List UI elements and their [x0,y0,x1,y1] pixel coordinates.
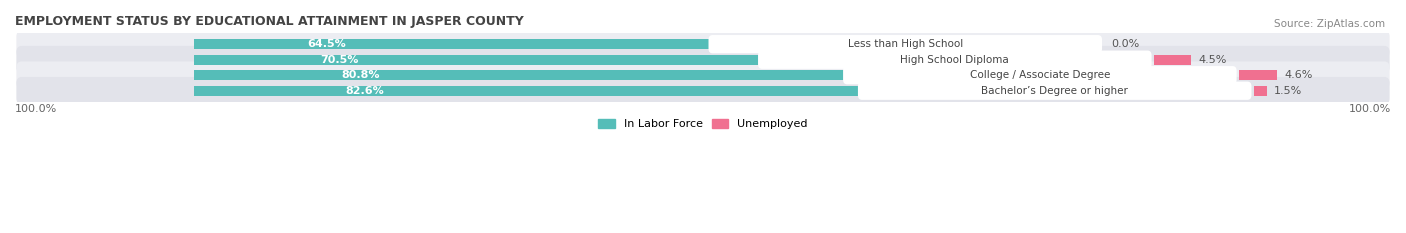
Text: 4.5%: 4.5% [1198,55,1226,65]
Bar [194,55,776,65]
FancyBboxPatch shape [17,62,1389,89]
Bar [1254,86,1267,96]
Text: Source: ZipAtlas.com: Source: ZipAtlas.com [1274,19,1385,29]
Legend: In Labor Force, Unemployed: In Labor Force, Unemployed [593,114,813,134]
Text: 64.5%: 64.5% [308,39,346,49]
FancyBboxPatch shape [17,46,1389,73]
FancyBboxPatch shape [17,77,1389,105]
Text: 100.0%: 100.0% [1348,104,1391,114]
Bar [1239,70,1277,80]
Text: 70.5%: 70.5% [321,55,359,65]
Text: High School Diploma: High School Diploma [900,55,1010,65]
Text: EMPLOYMENT STATUS BY EDUCATIONAL ATTAINMENT IN JASPER COUNTY: EMPLOYMENT STATUS BY EDUCATIONAL ATTAINM… [15,15,524,28]
Text: 100.0%: 100.0% [15,104,58,114]
Bar [194,70,860,80]
Text: 80.8%: 80.8% [342,70,380,80]
Text: 1.5%: 1.5% [1274,86,1302,96]
Text: 82.6%: 82.6% [344,86,384,96]
Bar [194,86,876,96]
Bar [1154,55,1191,65]
Bar [194,39,727,49]
Text: 0.0%: 0.0% [1112,39,1140,49]
Text: Bachelor’s Degree or higher: Bachelor’s Degree or higher [981,86,1128,96]
FancyBboxPatch shape [844,66,1237,84]
FancyBboxPatch shape [858,82,1251,100]
FancyBboxPatch shape [709,35,1102,53]
Text: 4.6%: 4.6% [1284,70,1313,80]
FancyBboxPatch shape [758,51,1152,69]
Text: Less than High School: Less than High School [848,39,963,49]
Text: College / Associate Degree: College / Associate Degree [970,70,1109,80]
FancyBboxPatch shape [17,30,1389,58]
